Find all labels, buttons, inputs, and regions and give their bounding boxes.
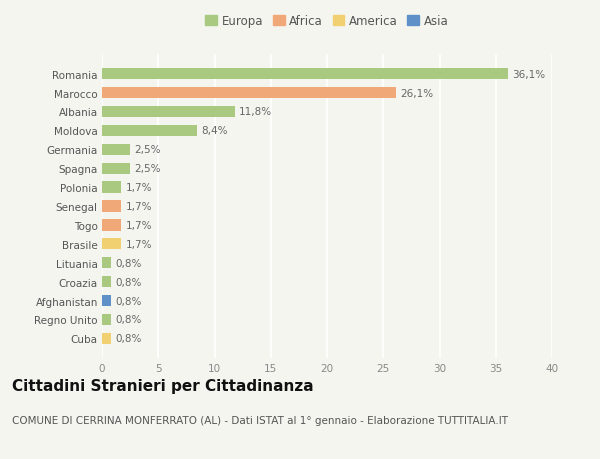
Text: 2,5%: 2,5% [134,145,161,155]
Bar [102,276,111,288]
Bar [102,69,508,80]
Bar [102,88,395,99]
Text: 0,8%: 0,8% [116,277,142,287]
Bar [102,201,121,212]
Text: 0,8%: 0,8% [116,296,142,306]
Bar [102,239,121,250]
Text: 0,8%: 0,8% [116,258,142,268]
Text: 2,5%: 2,5% [134,164,161,174]
Text: 11,8%: 11,8% [239,107,272,117]
Text: 1,7%: 1,7% [125,239,152,249]
Legend: Europa, Africa, America, Asia: Europa, Africa, America, Asia [203,12,451,30]
Bar [102,257,111,269]
Text: COMUNE DI CERRINA MONFERRATO (AL) - Dati ISTAT al 1° gennaio - Elaborazione TUTT: COMUNE DI CERRINA MONFERRATO (AL) - Dati… [12,415,508,425]
Text: 0,8%: 0,8% [116,334,142,344]
Text: 0,8%: 0,8% [116,315,142,325]
Text: 8,4%: 8,4% [201,126,227,136]
Bar [102,314,111,325]
Bar [102,106,235,118]
Bar [102,220,121,231]
Bar [102,125,197,137]
Bar [102,144,130,156]
Text: 26,1%: 26,1% [400,89,433,98]
Text: 1,7%: 1,7% [125,183,152,193]
Bar [102,333,111,344]
Text: Cittadini Stranieri per Cittadinanza: Cittadini Stranieri per Cittadinanza [12,379,314,394]
Bar [102,182,121,193]
Text: 1,7%: 1,7% [125,202,152,212]
Bar [102,295,111,307]
Text: 36,1%: 36,1% [512,69,546,79]
Text: 1,7%: 1,7% [125,220,152,230]
Bar [102,163,130,174]
